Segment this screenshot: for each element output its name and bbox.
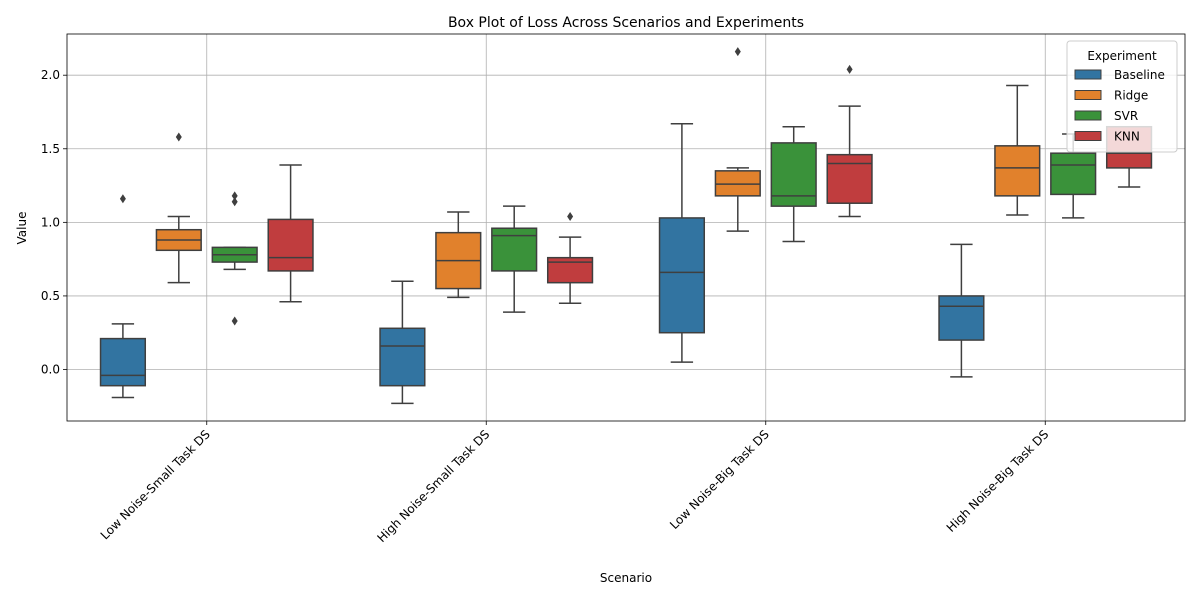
legend-swatch [1074,131,1102,141]
box-iqr [770,142,817,207]
y-axis-label: Value [15,212,29,245]
x-axis-label: Scenario [600,571,652,585]
legend-items: Baseline Ridge SVR KNN [1074,68,1165,144]
legend: Experiment Baseline Ridge SVR KNN [1066,40,1178,153]
y-tick-label: 0.5 [41,289,60,303]
outlier-point [567,211,574,221]
box-iqr [826,153,873,204]
legend-swatch [1074,69,1102,80]
legend-label: KNN [1114,130,1140,144]
x-tick-label: High Noise-Small Task DS [374,427,492,545]
box-iqr [658,217,706,334]
y-tick-label: 0.0 [41,362,60,376]
box-svr [770,125,817,243]
outlier-point [846,64,853,74]
legend-swatch [1074,90,1102,100]
box-ridge [994,84,1041,216]
box-iqr [1050,152,1097,196]
box-baseline [938,243,985,378]
outlier-point [175,132,182,142]
y-tick-label: 1.0 [41,215,60,229]
box-knn [546,211,594,305]
legend-title: Experiment [1087,49,1157,63]
outlier-point [734,47,741,57]
legend-swatch [1074,110,1102,121]
plot-frame [66,33,1186,422]
chart-title: Box Plot of Loss Across Scenarios and Ex… [448,15,804,31]
box-baseline [379,280,426,405]
box-iqr [267,218,314,272]
outlier-point [231,316,238,326]
box-baseline [99,194,147,399]
outlier-point [231,197,238,207]
legend-label: Ridge [1114,89,1148,103]
x-tick-label: Low Noise-Big Task DS [667,427,772,532]
grid-lines [67,34,1185,421]
x-axis: Low Noise-Small Task DS High Noise-Small … [98,421,1052,545]
box-ridge [435,211,482,299]
box-baseline [658,123,706,363]
outlier-point [119,194,126,204]
y-tick-label: 2.0 [41,68,60,82]
box-ridge [714,47,761,232]
box-iqr [379,327,426,387]
x-tick-label: High Noise-Big Task DS [944,427,1052,535]
box-iqr [491,227,538,272]
legend-frame [1066,40,1178,153]
y-axis: 0.0 0.5 1.0 1.5 2.0 [41,68,67,376]
box-iqr [994,145,1041,197]
box-knn [826,64,873,218]
x-tick-label: Low Noise-Small Task DS [98,427,213,542]
box-ridge [155,132,202,284]
box-iqr [99,337,147,387]
y-tick-label: 1.5 [41,142,60,156]
legend-label: Baseline [1114,68,1165,82]
outlier-point [231,191,238,201]
box-knn [267,164,314,303]
boxes-layer [99,47,1153,405]
box-svr [491,205,538,313]
box-iqr [938,295,985,341]
legend-label: SVR [1114,109,1138,123]
box-svr [211,191,258,326]
box-svr [1050,133,1097,219]
